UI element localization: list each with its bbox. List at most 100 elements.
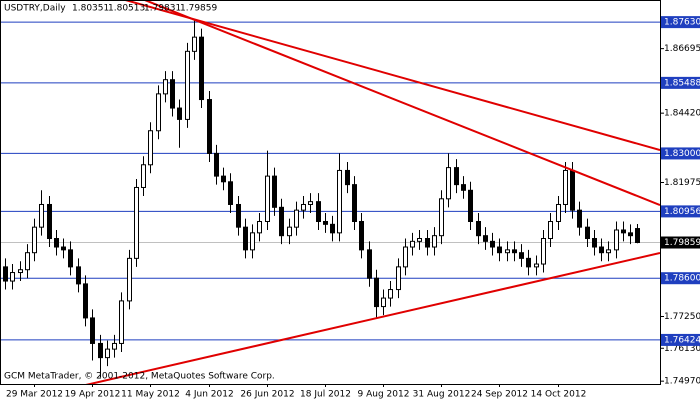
candle-body [476,220,481,237]
candle-body [32,226,37,254]
candle-body [490,240,495,248]
candle-body [257,220,262,234]
candle-body [628,232,633,237]
candle-body [308,201,313,205]
candle-body [352,184,357,222]
y-tick-label: 1.76130 [664,344,700,354]
candle-body [68,249,73,268]
candle-body [243,226,248,251]
candle-body [3,266,8,282]
candle-body [134,186,139,259]
axis-area: 1.86695 1.84420 1.81975 1.77250 1.76130 1.749… [6,16,700,400]
x-tick-label: 29 Mar 2012 [6,390,63,400]
ohlc-high: 1.80513 [108,4,145,14]
candle-body [214,152,219,177]
candle-body [585,226,590,240]
candle-body [345,169,350,186]
x-tick-label: 18 Jul 2012 [300,390,351,400]
candle-body [461,184,466,191]
candle-body [192,36,197,52]
candle-body [54,238,59,248]
candle-body [177,107,182,120]
candle-body [606,249,611,254]
candle-body [417,238,422,242]
candle-body [47,203,52,240]
candle-body [635,228,640,244]
y-tick-label: 1.86695 [664,44,700,54]
x-tick-label: 24 Sep 2012 [471,390,528,400]
y-tick-label: 1.81975 [664,178,700,188]
x-tick-label: 14 Oct 2012 [531,390,587,400]
candle-body [250,232,255,251]
level-label-box [661,16,700,29]
x-tick-label: 11 May 2012 [121,390,180,400]
candle-body [505,249,510,254]
candle-body [25,252,30,271]
level-label: 1.87630 [664,18,700,28]
candle-body [425,238,430,248]
candle-body [367,249,372,279]
level-label-box [661,205,700,218]
level-label-box [661,272,700,285]
candle-body [468,189,473,222]
candle-body [483,235,488,242]
level-label: 1.83000 [664,149,700,159]
candle-body [76,266,81,285]
candle-body [98,342,103,359]
x-tick-label: 31 Aug 2012 [413,390,471,400]
candle-body [432,235,437,248]
candle-body [512,249,517,254]
candle-body [439,198,444,237]
candle-body [141,164,146,188]
y-tick-label: 1.77250 [664,312,700,322]
candle-body [410,240,415,248]
candle-body [388,289,393,299]
candle-body [279,206,284,237]
candle-body [621,229,626,234]
candle-body [294,209,299,228]
candle-body [301,203,306,211]
candle-body [316,201,321,222]
candle-body [592,238,597,248]
ohlc-open: 1.80351 [72,4,109,14]
level-label: 1.80956 [664,207,700,217]
candle-body [185,50,190,120]
ohlc-low: 1.79831 [144,4,181,14]
candle-body [90,317,95,344]
candle-body [119,300,124,344]
candle-body [228,181,233,205]
candle-body [39,203,44,228]
level-label-box [661,147,700,160]
candle-body [577,209,582,228]
candle-body [207,99,212,154]
trendline [125,1,660,151]
level-label: 1.78600 [664,274,700,284]
x-tick-label: 4 Jun 2012 [185,390,233,400]
x-tick-label: 9 Aug 2012 [358,390,410,400]
candle-body [337,169,342,234]
candle-body [381,297,386,308]
level-label: 1.76424 [664,335,700,345]
candle-body [396,266,401,291]
current-price-box [661,236,700,249]
candle-body [83,283,88,319]
candle-body [323,220,328,225]
candle-body [330,223,335,234]
plot-area [1,1,660,384]
candle-body [199,36,204,101]
level-label-box [661,333,700,346]
candle-body [374,277,379,308]
y-tick-label: 1.84420 [664,109,700,119]
candle-body [497,246,502,254]
candle-body [272,175,277,208]
candle-body [519,252,524,259]
candle-body [570,169,575,211]
candle-body [526,257,531,268]
plot-frame [0,0,661,385]
candle-body [563,169,568,205]
candle-body [105,348,110,359]
candle-body [236,203,241,228]
chart-title: USDTRY,Daily [4,4,66,14]
candle-body [403,246,408,268]
